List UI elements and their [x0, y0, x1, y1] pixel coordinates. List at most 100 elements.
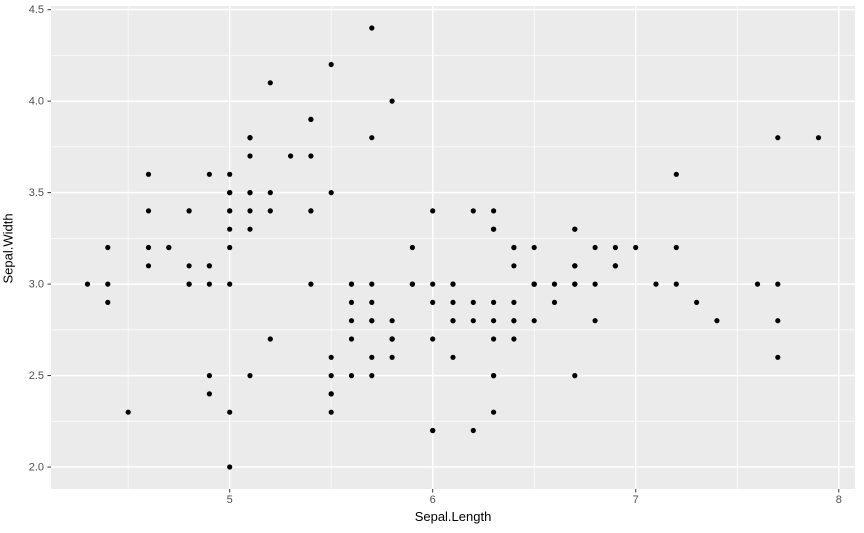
- data-point: [227, 409, 233, 415]
- data-point: [511, 244, 517, 251]
- data-point: [450, 281, 456, 287]
- data-point: [247, 135, 253, 141]
- data-point: [470, 208, 476, 214]
- data-point: [673, 244, 679, 251]
- data-point: [227, 281, 233, 287]
- data-point: [592, 318, 598, 324]
- data-point: [470, 427, 476, 434]
- y-tick-label: 4.0: [29, 96, 44, 108]
- data-point: [227, 226, 233, 232]
- data-point: [592, 244, 598, 251]
- data-point: [491, 226, 497, 232]
- data-point: [348, 281, 355, 287]
- data-point: [247, 373, 253, 379]
- data-point: [551, 299, 558, 305]
- data-point: [612, 244, 619, 251]
- data-point: [775, 354, 781, 360]
- data-point: [673, 171, 679, 177]
- data-point: [470, 299, 476, 305]
- data-point: [206, 373, 212, 379]
- data-point: [328, 61, 334, 68]
- data-point: [206, 171, 212, 177]
- data-point: [166, 244, 172, 251]
- data-point: [409, 244, 415, 251]
- data-point: [247, 153, 253, 159]
- data-point: [369, 299, 375, 305]
- data-point: [145, 244, 152, 251]
- data-point: [389, 318, 395, 324]
- data-point: [572, 281, 578, 287]
- data-point: [84, 281, 91, 287]
- data-point: [775, 135, 781, 141]
- data-point: [348, 318, 355, 324]
- data-point: [105, 244, 111, 251]
- data-point: [267, 208, 273, 214]
- y-tick-label: 3.5: [29, 187, 44, 199]
- data-point: [227, 171, 233, 177]
- data-point: [328, 391, 334, 397]
- data-point: [775, 318, 781, 324]
- data-point: [125, 409, 131, 415]
- y-tick-label: 2.5: [29, 370, 44, 382]
- data-point: [653, 281, 659, 287]
- data-point: [714, 318, 720, 324]
- data-point: [369, 318, 375, 324]
- data-point: [815, 135, 822, 141]
- data-point: [328, 354, 334, 360]
- data-point: [694, 299, 700, 305]
- data-point: [450, 318, 456, 324]
- data-point: [430, 427, 436, 434]
- x-tick-label: 8: [836, 494, 842, 506]
- data-point: [430, 208, 436, 214]
- data-point: [450, 299, 456, 305]
- data-point: [308, 208, 314, 214]
- data-point: [430, 336, 436, 342]
- data-point: [328, 373, 334, 379]
- data-point: [409, 281, 415, 287]
- y-tick-label: 2.0: [29, 462, 44, 474]
- data-point: [572, 373, 578, 379]
- y-axis-title: Sepal.Width: [0, 213, 16, 284]
- x-tick-label: 7: [633, 494, 639, 506]
- data-point: [612, 263, 619, 269]
- data-point: [389, 354, 395, 360]
- data-point: [531, 244, 537, 251]
- data-point: [572, 226, 578, 232]
- data-point: [369, 354, 375, 360]
- plot-panel: [51, 6, 855, 489]
- data-point: [511, 263, 517, 269]
- data-point: [348, 299, 355, 305]
- data-point: [308, 281, 314, 287]
- data-point: [389, 98, 395, 104]
- data-point: [206, 281, 212, 287]
- data-point: [633, 244, 639, 251]
- y-tick-label: 4.5: [29, 4, 44, 16]
- data-point: [186, 263, 192, 269]
- data-point: [105, 299, 111, 305]
- data-point: [775, 281, 781, 287]
- data-point: [288, 153, 294, 159]
- data-point: [328, 409, 334, 415]
- data-point: [308, 116, 314, 122]
- data-point: [491, 208, 497, 214]
- data-point: [450, 354, 456, 360]
- data-point: [491, 336, 497, 342]
- data-point: [369, 373, 375, 379]
- data-point: [511, 318, 517, 324]
- x-axis-title: Sepal.Length: [414, 509, 492, 524]
- data-point: [470, 318, 476, 324]
- x-tick-label: 5: [227, 494, 233, 506]
- data-point: [247, 226, 253, 232]
- data-point: [145, 171, 152, 177]
- data-point: [369, 135, 375, 141]
- data-point: [430, 299, 436, 305]
- data-point: [227, 244, 233, 251]
- data-point: [491, 409, 497, 415]
- data-point: [754, 281, 761, 287]
- data-point: [531, 318, 537, 324]
- data-point: [247, 190, 253, 196]
- data-point: [206, 391, 212, 397]
- data-point: [247, 208, 253, 214]
